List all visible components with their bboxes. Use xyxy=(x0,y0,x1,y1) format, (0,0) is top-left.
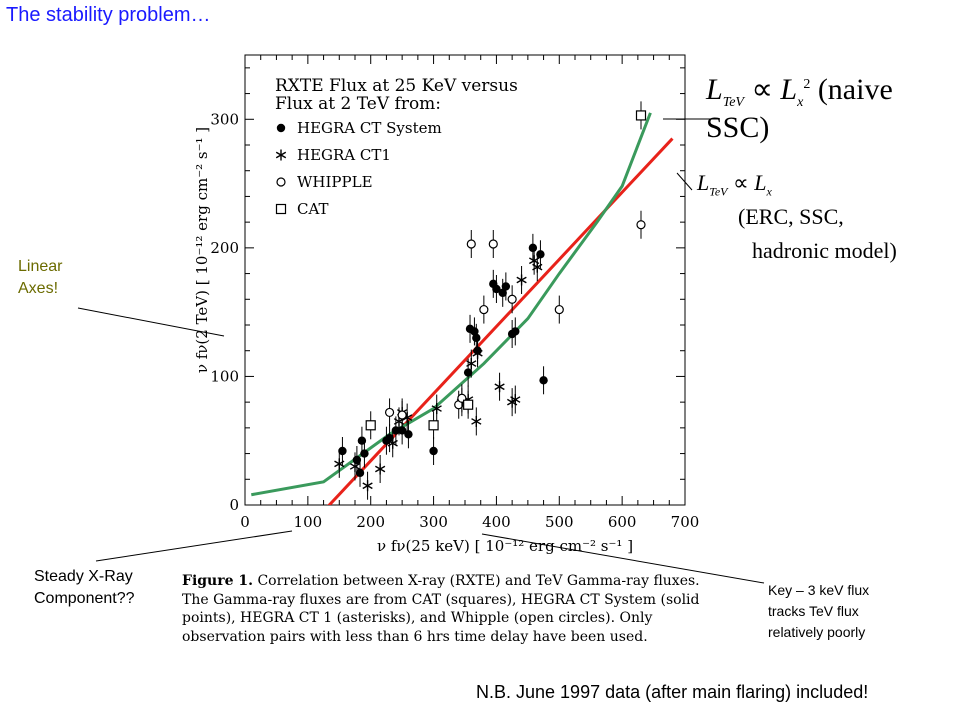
point-whipple xyxy=(397,410,407,420)
x-tick-label: 0 xyxy=(240,513,250,531)
point-hegra-ct1 xyxy=(334,458,345,470)
point-hegra-ct-system xyxy=(397,426,407,435)
point-hegra-ct1 xyxy=(516,274,527,286)
chart-title-line1: RXTE Flux at 25 KeV versus xyxy=(275,76,518,96)
legend-marker-whipple xyxy=(276,177,286,187)
x-tick-label: 200 xyxy=(356,513,385,531)
point-cat xyxy=(365,420,376,431)
y-axis-label: ν fν(2 TeV) [ 10⁻¹² erg cm⁻² s⁻¹ ] xyxy=(193,127,211,373)
point-hegra-ct-system xyxy=(338,446,347,456)
x-tick-label: 600 xyxy=(608,513,637,531)
point-whipple xyxy=(554,304,564,315)
x-tick-label: 700 xyxy=(671,513,700,531)
point-hegra-ct-system xyxy=(501,282,511,291)
point-hegra-ct-system xyxy=(492,284,501,294)
y-tick-label: 300 xyxy=(210,110,239,128)
point-hegra-ct1 xyxy=(510,394,521,406)
point-cat xyxy=(635,110,647,121)
legend-marker-cat xyxy=(275,203,287,215)
chart-title-line2: Flux at 2 TeV from: xyxy=(275,94,441,114)
point-hegra-ct1 xyxy=(471,415,482,427)
point-hegra-ct-system xyxy=(404,430,413,439)
y-tick-label: 100 xyxy=(210,367,239,385)
point-hegra-ct1 xyxy=(466,358,477,370)
point-cat xyxy=(428,420,439,431)
quadratic-model-line xyxy=(251,112,652,497)
point-whipple xyxy=(466,239,476,249)
figure-caption: Figure 1. Correlation between X-ray (RXT… xyxy=(182,572,722,646)
point-hegra-ct1 xyxy=(387,437,398,449)
x-tick-label: 500 xyxy=(545,513,574,531)
point-hegra-ct-system xyxy=(528,243,538,253)
models-line1: (ERC, SSC, xyxy=(738,204,844,229)
point-whipple xyxy=(488,239,498,249)
point-hegra-ct1 xyxy=(431,403,442,415)
point-hegra-ct1 xyxy=(532,261,543,273)
point-hegra-ct-system xyxy=(429,446,438,456)
legend-marker-hegra-ct1 xyxy=(275,149,287,161)
point-hegra-ct-system xyxy=(391,426,401,435)
point-whipple xyxy=(479,304,489,315)
point-hegra-ct-system xyxy=(498,288,507,298)
point-hegra-ct1 xyxy=(472,347,483,359)
point-hegra-ct-system xyxy=(360,449,369,458)
legend-marker-hegra-ct-system xyxy=(276,123,286,133)
point-hegra-ct-system xyxy=(385,433,394,443)
equation-naive-ssc: LTeV ∝ Lx2 (naive SSC) xyxy=(706,73,893,144)
x-tick-label: 300 xyxy=(419,513,448,531)
linear-axes-note: Linear Axes! xyxy=(18,258,63,297)
caption-text: Correlation between X-ray (RXTE) and TeV… xyxy=(182,573,700,645)
point-hegra-ct1 xyxy=(494,381,505,393)
nb-note: N.B. June 1997 data (after main flaring)… xyxy=(476,682,869,702)
legend-label-hegra-ct1: HEGRA CT1 xyxy=(297,146,391,164)
steady-xray-note: Steady X-Ray Component?? xyxy=(34,568,135,607)
chart-container: 0 100 200 300 400 500 600 700 0 100 200 300 ν fν(25 … xyxy=(190,40,710,570)
point-whipple xyxy=(507,294,517,304)
caption-label: Figure 1. xyxy=(182,573,253,589)
point-hegra-ct1 xyxy=(362,480,373,492)
leader-linear-axes xyxy=(77,307,225,337)
point-hegra-ct-system xyxy=(536,250,545,259)
linear-model-line xyxy=(327,137,674,505)
leader-steady-xray xyxy=(95,530,293,562)
y-tick-label: 0 xyxy=(229,496,239,514)
point-hegra-ct1 xyxy=(375,463,386,475)
point-hegra-ct-system xyxy=(355,468,365,478)
point-cat xyxy=(463,399,474,410)
x-tick-label: 400 xyxy=(482,513,511,531)
point-hegra-ct-system xyxy=(511,327,520,336)
point-hegra-ct1 xyxy=(349,460,361,472)
point-hegra-ct-system xyxy=(472,333,481,343)
key-note: Key – 3 keV flux tracks TeV flux relativ… xyxy=(768,582,870,640)
models-line2: hadronic model) xyxy=(752,238,897,263)
scatter-chart: 0 100 200 300 400 500 600 700 0 100 200 300 ν fν(25 … xyxy=(193,54,700,555)
x-axis-label: ν fν(25 keV) [ 10⁻¹² erg cm⁻² s⁻¹ ] xyxy=(377,537,633,555)
slide-title: The stability problem… xyxy=(6,4,211,26)
legend-label-whipple: WHIPPLE xyxy=(297,173,373,191)
legend-label-cat: CAT xyxy=(297,200,329,218)
point-whipple xyxy=(384,407,395,418)
legend-label-hegra-ct-system: HEGRA CT System xyxy=(297,119,442,137)
leader-key-note xyxy=(481,533,765,584)
equation-linear: LTeV ∝ Lx xyxy=(697,170,772,199)
point-whipple xyxy=(636,220,646,230)
x-tick-label: 100 xyxy=(294,513,323,531)
y-tick-label: 200 xyxy=(210,239,239,257)
point-hegra-ct-system xyxy=(463,368,473,377)
point-hegra-ct-system xyxy=(539,376,548,385)
